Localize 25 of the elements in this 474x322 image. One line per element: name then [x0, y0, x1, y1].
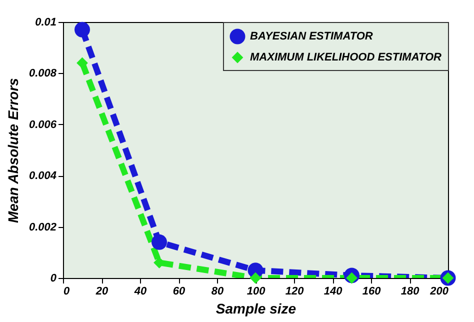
x-tick-label: 140	[324, 286, 344, 298]
legend-label: MAXIMUM LIKELIHOOD ESTIMATOR	[250, 52, 442, 64]
x-tick-label: 200	[429, 286, 450, 298]
y-tick-label: 0.008	[28, 68, 58, 80]
x-tick-label: 180	[400, 286, 420, 298]
x-axis-title: Sample size	[216, 300, 296, 316]
point	[76, 57, 88, 69]
y-axis-title: Mean Absolute Errors	[4, 78, 21, 223]
y-tick-label: 0.006	[28, 118, 58, 131]
point	[152, 234, 167, 250]
y-tick-label: 0.004	[28, 170, 56, 182]
x-tick-label: 20	[94, 286, 109, 298]
x-tick-label: 120	[285, 286, 305, 298]
x-tick-label: 60	[172, 286, 186, 298]
x-tick-label: 0	[64, 286, 70, 298]
y-tick-label: 0.002	[28, 221, 56, 234]
y-tick-label: 0.01	[35, 16, 56, 28]
legend-label: BAYESIAN ESTIMATOR	[250, 30, 373, 42]
x-tick-label: 40	[133, 286, 148, 298]
x-tick-label: 160	[362, 286, 382, 298]
point	[250, 272, 262, 284]
point	[74, 22, 90, 38]
x-tick-label: 80	[211, 286, 224, 298]
x-tick-label: 100	[246, 286, 266, 298]
y-tick-label: 0	[50, 272, 58, 284]
